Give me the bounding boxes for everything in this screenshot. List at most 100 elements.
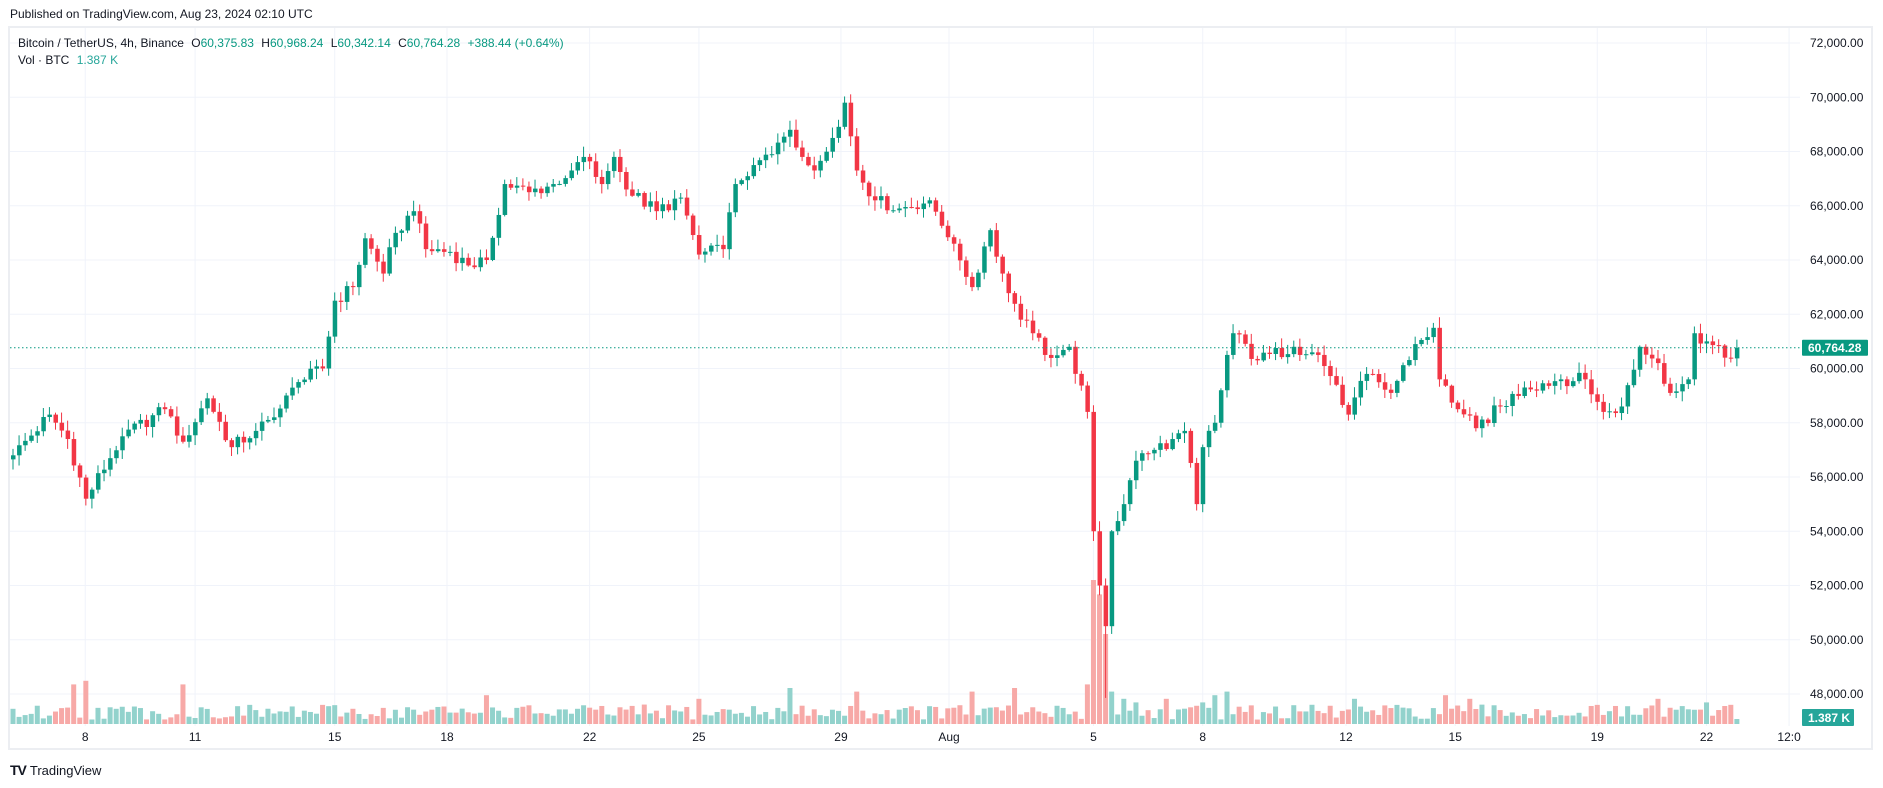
volume-bar [927, 706, 933, 724]
volume-bar [192, 717, 198, 724]
volume-bar [344, 712, 350, 724]
candle-body [636, 192, 641, 196]
volume-bar [417, 714, 423, 724]
volume-bar [1121, 698, 1127, 724]
volume-bar [1455, 705, 1461, 724]
volume-bar [1588, 705, 1594, 724]
candle-body [259, 421, 265, 431]
volume-bar [1515, 715, 1521, 724]
volume-bar [902, 708, 908, 724]
candle-body [812, 165, 817, 171]
candle-body [441, 249, 447, 252]
volume-bar [405, 707, 411, 724]
volume-bar [1242, 711, 1248, 724]
candle-body [927, 200, 933, 204]
volume-bar [1612, 705, 1618, 724]
candle-body [933, 200, 939, 212]
volume-bar [1697, 709, 1703, 724]
volume-bar [878, 714, 884, 724]
volume-bar [611, 715, 617, 724]
volume-bar [1710, 715, 1716, 724]
volume-bar [1667, 707, 1673, 724]
volume-bar [1528, 718, 1533, 724]
candle-body [988, 230, 993, 247]
volume-bar [429, 709, 435, 724]
candle-body [356, 264, 362, 288]
candle-body [65, 430, 71, 440]
candle-body [1546, 383, 1552, 386]
volume-bar [914, 710, 920, 724]
candle-body [1267, 352, 1272, 355]
candle-body [375, 248, 380, 262]
volume-bar [40, 718, 46, 724]
tradingview-logo[interactable]: TV TradingView [10, 762, 101, 778]
volume-value: 1.387 K [76, 53, 119, 67]
candle-body [994, 230, 999, 257]
candle-body [885, 196, 890, 211]
candle-body [587, 156, 593, 162]
candle-body [1455, 402, 1461, 410]
volume-bar [1625, 706, 1631, 724]
candle-body [363, 238, 368, 265]
volume-bar [350, 708, 356, 724]
last-price-label-bg [1802, 339, 1868, 356]
candle-body [1225, 354, 1230, 391]
volume-bar [1552, 717, 1558, 724]
volume-bar [508, 717, 514, 724]
volume-bar [945, 708, 951, 724]
volume-bar [1358, 706, 1364, 724]
candle-body [1376, 374, 1382, 383]
candle-body [945, 225, 951, 238]
candle-body [229, 440, 235, 448]
time-tick-label: 5 [1090, 730, 1097, 744]
price-tick-label: 50,000.00 [1810, 633, 1864, 647]
candle-body [187, 435, 192, 442]
price-tick-label: 66,000.00 [1810, 199, 1864, 213]
candle-body [1206, 430, 1212, 448]
volume-bar [933, 706, 939, 724]
volume-bar [1145, 710, 1151, 724]
candle-body [526, 186, 532, 193]
candle-body [108, 458, 113, 470]
candle-body [83, 477, 89, 499]
volume-bar [1424, 718, 1430, 724]
candle-body [593, 161, 599, 177]
volume-bar [751, 706, 757, 724]
candle-body [423, 223, 429, 250]
candle-body [1637, 346, 1643, 370]
candle-body [818, 160, 823, 171]
candle-body [144, 419, 150, 428]
candle-body [89, 489, 95, 499]
volume-bar [1400, 707, 1406, 724]
candle-body [690, 215, 696, 236]
last-price-label: 60,764.28 [1802, 339, 1868, 356]
candle-body [454, 251, 459, 264]
volume-label[interactable]: Vol · BTC [18, 53, 70, 67]
candle-body [278, 408, 283, 418]
candle-body [1401, 365, 1406, 381]
volume-bar [1388, 708, 1394, 724]
volume-bar [1430, 708, 1436, 724]
volume-bar [28, 713, 34, 724]
volume-bar [1382, 705, 1388, 724]
symbol-title[interactable]: Bitcoin / TetherUS, 4h, Binance [18, 36, 184, 50]
volume-bar [823, 716, 829, 724]
candle-body [95, 473, 101, 490]
candle-body [29, 435, 34, 441]
candle-body [1091, 411, 1096, 532]
candle-body [332, 300, 338, 337]
candle-body [1394, 380, 1400, 393]
candle-body [1158, 443, 1163, 450]
volume-bar [52, 711, 58, 724]
candle-body [872, 196, 878, 201]
grid-lines [10, 28, 1800, 726]
candle-body [709, 245, 714, 252]
candle-body [1055, 355, 1060, 358]
volume-bar [1054, 705, 1060, 724]
candle-body [1516, 393, 1521, 396]
candle-body [120, 436, 125, 451]
chart-frame [8, 26, 1873, 750]
volume-bar [1655, 698, 1661, 724]
time-tick-label: 11 [189, 730, 202, 744]
